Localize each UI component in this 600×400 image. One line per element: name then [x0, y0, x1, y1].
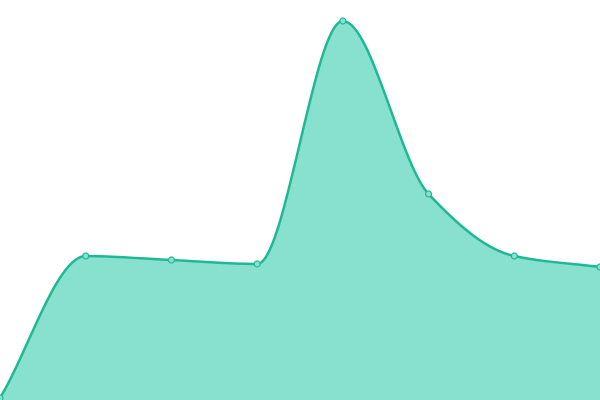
- data-point: [82, 252, 90, 260]
- data-point: [596, 263, 600, 271]
- data-point: [339, 17, 347, 25]
- data-point: [0, 394, 4, 400]
- data-point: [167, 256, 176, 264]
- data-point: [253, 260, 261, 268]
- data-point: [424, 190, 433, 198]
- area-fill: [0, 21, 600, 400]
- data-point: [510, 252, 518, 260]
